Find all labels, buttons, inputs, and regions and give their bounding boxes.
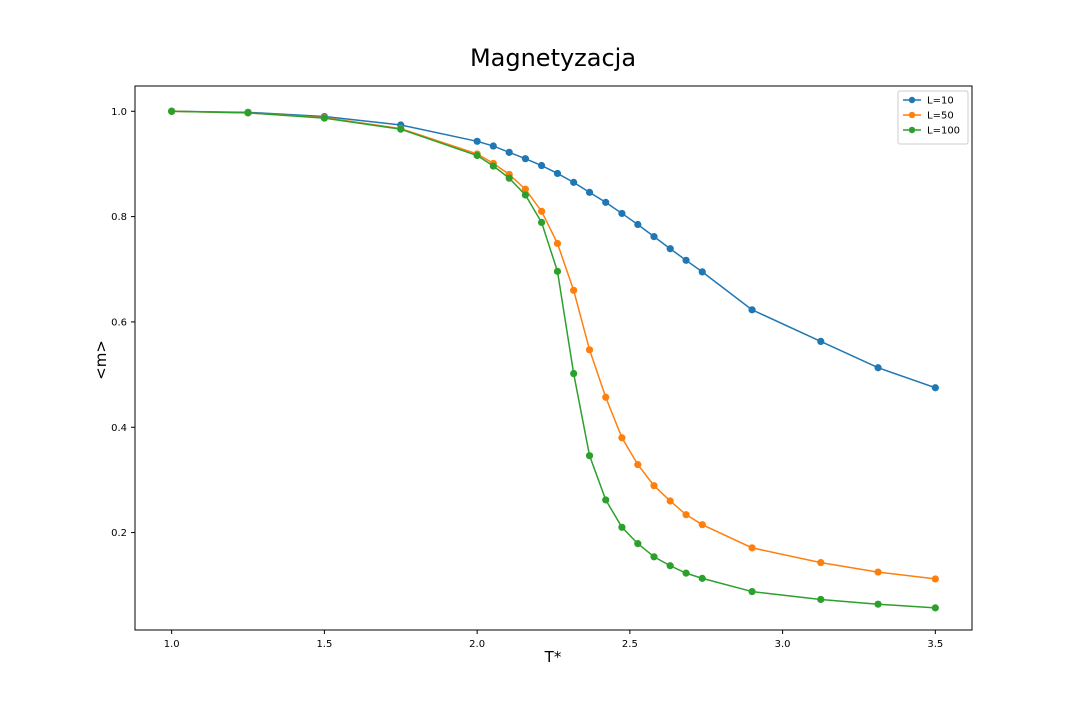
data-point xyxy=(650,482,658,490)
data-point xyxy=(585,452,594,460)
legend: L=10 L=50 L=100 xyxy=(897,90,969,145)
data-point xyxy=(320,114,328,122)
data-point xyxy=(634,461,642,469)
data-point xyxy=(650,553,658,561)
y-tick-label: 1.0 xyxy=(111,107,127,118)
series-line xyxy=(171,110,936,580)
data-point xyxy=(489,162,497,170)
data-point xyxy=(521,185,529,193)
data-point xyxy=(931,575,939,583)
data-point xyxy=(682,256,690,264)
data-point xyxy=(505,148,513,156)
data-point xyxy=(748,544,756,552)
data-point xyxy=(634,220,642,229)
data-point xyxy=(602,393,610,401)
data-point xyxy=(521,155,529,163)
data-point xyxy=(874,568,882,576)
y-axis-title: <m> xyxy=(92,340,110,380)
legend-item: L=10 xyxy=(903,96,954,107)
data-point xyxy=(698,574,706,582)
data-point xyxy=(168,107,176,115)
data-point xyxy=(666,497,674,505)
legend-label: L=50 xyxy=(927,111,954,122)
data-point xyxy=(874,600,882,608)
legend-label: L=10 xyxy=(927,96,954,107)
data-point xyxy=(874,364,882,372)
plot-area xyxy=(168,107,939,612)
data-point xyxy=(397,125,405,133)
legend-marker xyxy=(908,111,916,119)
data-point xyxy=(244,109,252,117)
data-point xyxy=(817,337,825,346)
y-tick-label: 0.2 xyxy=(111,528,127,539)
data-point xyxy=(618,523,626,531)
data-point xyxy=(817,558,825,567)
legend-item: L=50 xyxy=(903,111,954,122)
data-point xyxy=(748,587,756,596)
data-point xyxy=(931,384,939,392)
data-point xyxy=(698,268,706,276)
data-point xyxy=(682,569,690,577)
legend-item: L=100 xyxy=(903,126,960,137)
data-point xyxy=(618,209,626,218)
x-tick-label: 1.0 xyxy=(164,639,180,650)
data-point xyxy=(521,191,529,199)
series-L=50 xyxy=(168,107,939,583)
data-point xyxy=(570,286,578,294)
data-point xyxy=(570,178,578,186)
chart-title: Magnetyzacja xyxy=(470,44,636,72)
data-point xyxy=(602,198,610,206)
data-point xyxy=(650,233,658,241)
data-point xyxy=(553,239,562,248)
axes: 1.0 1.5 2.0 2.5 3.0 3.5 0.2 0.4 0.6 0.8 1.0 xyxy=(111,85,973,650)
data-point xyxy=(489,142,497,150)
x-tick-label: 2.5 xyxy=(622,639,638,650)
series-line xyxy=(171,110,936,389)
data-point xyxy=(634,540,642,548)
data-point xyxy=(553,267,562,275)
data-point xyxy=(473,151,481,160)
series-L=10 xyxy=(168,107,939,392)
data-point xyxy=(585,346,594,354)
y-tick-label: 0.6 xyxy=(111,317,127,328)
data-point xyxy=(537,207,546,215)
series-L=100 xyxy=(168,107,939,612)
data-point xyxy=(585,188,594,196)
data-point xyxy=(473,137,481,145)
data-point xyxy=(666,245,674,253)
x-tick-label: 2.0 xyxy=(469,639,485,650)
data-point xyxy=(698,521,706,529)
data-point xyxy=(553,169,562,178)
data-point xyxy=(537,161,546,170)
y-tick-label: 0.4 xyxy=(111,423,127,434)
axes-frame xyxy=(134,85,973,631)
data-point xyxy=(931,604,939,612)
data-point xyxy=(666,562,674,570)
data-point xyxy=(505,174,513,182)
data-point xyxy=(570,369,578,378)
y-tick-label: 0.8 xyxy=(111,212,127,223)
series-line xyxy=(171,110,936,609)
legend-label: L=100 xyxy=(927,126,960,137)
data-point xyxy=(602,496,610,504)
legend-marker xyxy=(908,126,916,134)
x-axis-title: T* xyxy=(544,648,562,666)
data-point xyxy=(817,595,825,604)
data-point xyxy=(618,434,626,442)
x-tick-label: 3.0 xyxy=(775,639,791,650)
legend-marker xyxy=(908,96,916,104)
data-point xyxy=(537,218,546,226)
data-point xyxy=(748,306,756,314)
data-point xyxy=(682,511,690,519)
x-tick-label: 1.5 xyxy=(316,639,332,650)
x-tick-label: 3.5 xyxy=(927,639,943,650)
